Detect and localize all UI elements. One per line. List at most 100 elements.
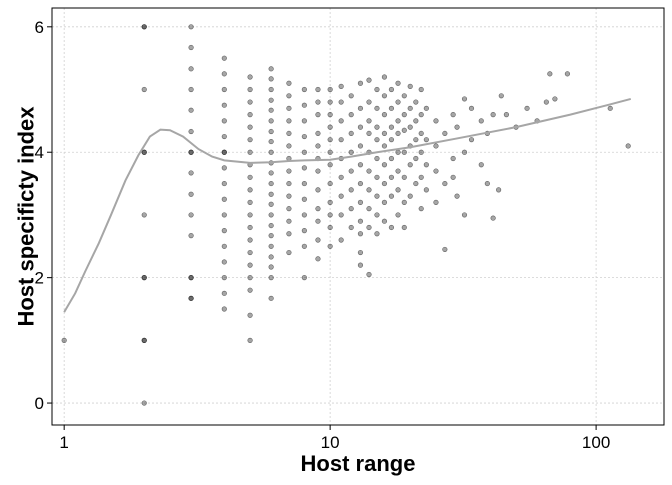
data-point (348, 93, 354, 99)
data-point (357, 262, 364, 268)
y-tick-label-2: 4 (35, 143, 44, 162)
data-point (286, 249, 292, 256)
data-point (315, 111, 321, 118)
data-point (381, 74, 388, 80)
data-point (401, 199, 407, 205)
data-point (286, 218, 292, 224)
data-point (564, 71, 571, 77)
data-point (366, 118, 372, 124)
data-point (413, 180, 419, 187)
data-point (395, 168, 401, 174)
data-point (188, 128, 194, 135)
data-point (366, 77, 372, 83)
data-point (552, 96, 558, 102)
data-point (442, 246, 448, 253)
data-point (315, 237, 321, 243)
data-point (327, 243, 333, 249)
x-tick-label-1: 10 (321, 433, 340, 452)
data-point (61, 337, 67, 343)
data-point (327, 180, 333, 187)
data-point (286, 206, 292, 212)
data-point (268, 170, 274, 176)
y-axis-title: Host specificty index (14, 106, 39, 327)
data-point (247, 137, 253, 143)
data-point (374, 86, 380, 93)
data-point (388, 155, 395, 162)
data-point (366, 271, 372, 278)
data-point (247, 99, 253, 105)
data-point (374, 105, 380, 111)
data-point (221, 228, 227, 234)
data-point (221, 102, 227, 108)
y-tick-label-0: 0 (35, 394, 44, 413)
data-point (381, 130, 388, 137)
data-point (388, 137, 395, 143)
data-point (423, 187, 429, 193)
data-point (141, 400, 147, 406)
data-point (418, 206, 424, 212)
data-point (418, 86, 424, 93)
data-point (607, 105, 613, 111)
data-point (433, 118, 439, 124)
data-point (268, 222, 274, 229)
data-point (338, 137, 344, 143)
data-point (395, 212, 401, 218)
data-point (247, 111, 253, 118)
data-point (450, 111, 456, 118)
data-point (286, 231, 292, 237)
data-point (418, 111, 424, 118)
data-point (268, 254, 274, 260)
data-point (348, 224, 354, 231)
data-point (247, 187, 253, 193)
data-point (388, 124, 395, 130)
data-point (338, 118, 344, 124)
data-point (484, 180, 490, 187)
data-point (221, 86, 227, 93)
data-point (357, 180, 364, 187)
data-point (301, 118, 307, 124)
data-point (461, 212, 468, 218)
data-point (141, 24, 147, 30)
data-point (301, 180, 307, 187)
data-point (366, 168, 372, 174)
data-point (338, 237, 344, 243)
data-point (221, 275, 227, 281)
data-point (401, 174, 407, 180)
data-point (188, 107, 194, 113)
points (61, 24, 631, 406)
data-point (395, 130, 401, 137)
data-point (381, 93, 388, 99)
data-point (268, 275, 274, 281)
data-point (374, 137, 380, 143)
data-point (268, 76, 274, 82)
data-point (268, 201, 274, 207)
data-point (357, 218, 364, 224)
data-point (141, 337, 147, 343)
data-point (407, 105, 413, 111)
data-point (381, 180, 388, 187)
data-point (366, 130, 372, 137)
data-point (357, 143, 364, 149)
x-axis-title: Host range (301, 451, 416, 476)
data-point (374, 124, 380, 130)
data-point (374, 174, 380, 180)
data-point (433, 143, 439, 149)
data-point (286, 168, 292, 174)
data-point (401, 224, 407, 231)
data-point (442, 180, 448, 187)
data-point (247, 249, 253, 256)
data-point (454, 193, 460, 199)
data-point (461, 149, 468, 155)
data-point (327, 137, 333, 143)
data-point (141, 149, 147, 155)
data-point (357, 231, 364, 237)
data-point (496, 187, 502, 193)
data-point (366, 224, 372, 231)
data-point (433, 199, 439, 205)
data-point (247, 212, 253, 218)
data-point (268, 149, 274, 155)
data-point (188, 86, 194, 93)
data-point (381, 218, 388, 224)
data-point (348, 187, 354, 193)
data-point (348, 130, 354, 137)
